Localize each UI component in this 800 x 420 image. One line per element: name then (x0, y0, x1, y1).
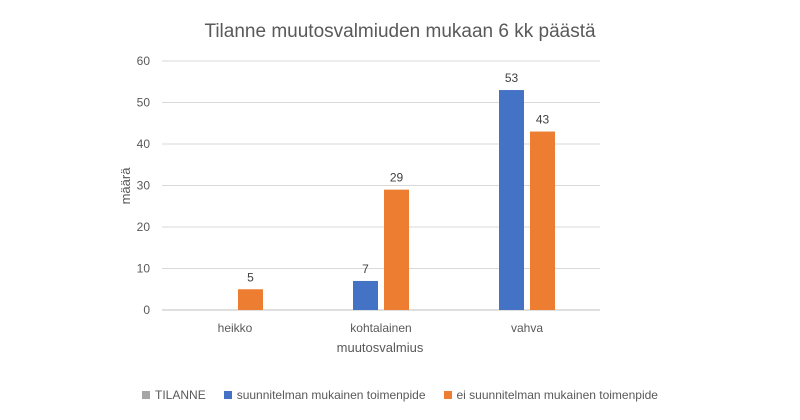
data-label: 29 (390, 171, 404, 185)
bar (384, 189, 409, 310)
data-labels: 5 7 29 53 43 (247, 71, 549, 284)
data-label: 53 (505, 71, 519, 85)
legend-swatch (443, 391, 452, 399)
bar (499, 90, 524, 310)
legend-item: ei suunnitelman mukainen toimenpide (443, 388, 658, 402)
y-tick-label: 60 (137, 54, 151, 68)
legend-swatch (223, 391, 232, 399)
y-tick-label: 20 (137, 220, 151, 234)
bars (238, 90, 555, 310)
x-tick-label: kohtalainen (350, 321, 411, 335)
y-tick-label: 50 (137, 96, 151, 110)
legend-item: TILANNE (142, 388, 206, 402)
bar (238, 289, 263, 310)
legend-label: ei suunnitelman mukainen toimenpide (456, 388, 658, 402)
y-axis-ticks: 0 10 20 30 40 50 60 (137, 54, 151, 317)
y-tick-label: 0 (143, 303, 150, 317)
data-label: 43 (536, 113, 550, 127)
x-axis-ticks: heikko kohtalainen vahva (218, 321, 544, 335)
legend-label: suunnitelman mukainen toimenpide (236, 388, 426, 402)
legend-swatch (142, 391, 151, 399)
legend: TILANNE suunnitelman mukainen toimenpide e… (0, 388, 800, 402)
bar (530, 131, 555, 310)
data-label: 5 (247, 270, 254, 284)
y-tick-label: 40 (137, 137, 151, 151)
x-tick-label: heikko (218, 321, 253, 335)
y-tick-label: 10 (137, 262, 151, 276)
legend-label: TILANNE (155, 388, 206, 402)
data-label: 7 (362, 262, 369, 276)
x-axis-title: muutosvalmius (337, 340, 424, 355)
legend-item: suunnitelman mukainen toimenpide (223, 388, 426, 402)
chart-title: Tilanne muutosvalmiuden mukaan 6 kk pääs… (204, 21, 596, 42)
gridlines (162, 60, 600, 311)
x-tick-label: vahva (511, 321, 543, 335)
bar (353, 280, 378, 310)
y-tick-label: 30 (137, 179, 151, 193)
y-axis-title: määrä (118, 167, 133, 205)
